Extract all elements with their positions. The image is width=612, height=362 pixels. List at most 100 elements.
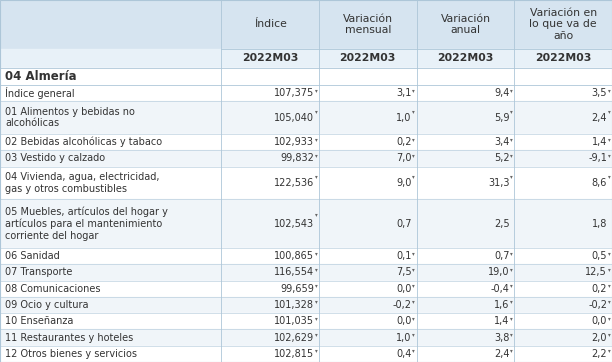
Text: ▾: ▾	[608, 109, 610, 114]
Text: 122,536: 122,536	[274, 178, 314, 188]
Bar	[0, 0, 612, 49]
Bar	[0, 68, 612, 85]
Text: 101,328: 101,328	[274, 300, 314, 310]
Text: 99,832: 99,832	[280, 153, 314, 163]
Text: 0,0: 0,0	[397, 284, 412, 294]
Text: ▾: ▾	[315, 109, 318, 114]
Text: ▾: ▾	[412, 299, 415, 304]
Text: 0,0: 0,0	[397, 316, 412, 326]
Text: 1,8: 1,8	[592, 219, 607, 228]
Text: 2,4: 2,4	[592, 113, 607, 123]
Text: ▾: ▾	[412, 136, 415, 142]
Text: 12 Otros bienes y servicios: 12 Otros bienes y servicios	[5, 349, 137, 359]
Text: -9,1: -9,1	[588, 153, 607, 163]
Text: 9,0: 9,0	[397, 178, 412, 188]
Text: Índice general: Índice general	[5, 87, 75, 99]
Text: ▾: ▾	[412, 109, 415, 114]
Text: 101,035: 101,035	[274, 316, 314, 326]
Text: ▾: ▾	[608, 251, 610, 256]
Text: 10 Enseñanza: 10 Enseñanza	[5, 316, 73, 326]
Bar	[0, 150, 612, 167]
Text: 100,865: 100,865	[274, 251, 314, 261]
Text: ▾: ▾	[412, 348, 415, 353]
Text: ▾: ▾	[608, 283, 610, 288]
Text: 105,040: 105,040	[274, 113, 314, 123]
Text: 2,4: 2,4	[494, 349, 509, 359]
Text: Índice: Índice	[253, 20, 286, 29]
Text: ▾: ▾	[315, 88, 318, 93]
Text: Variación
mensual: Variación mensual	[343, 14, 393, 35]
Text: 8,6: 8,6	[592, 178, 607, 188]
Text: ▾: ▾	[608, 316, 610, 321]
Text: 09 Ocio y cultura: 09 Ocio y cultura	[5, 300, 88, 310]
Text: ▾: ▾	[315, 283, 318, 288]
Text: ▾: ▾	[510, 348, 513, 353]
Text: 1,0: 1,0	[397, 113, 412, 123]
Bar	[0, 346, 612, 362]
Text: 1,4: 1,4	[494, 316, 509, 326]
Bar	[0, 101, 612, 134]
Text: 04 Almería: 04 Almería	[5, 70, 76, 83]
Text: 3,1: 3,1	[397, 88, 412, 98]
Text: ▾: ▾	[412, 251, 415, 256]
Text: 2,0: 2,0	[592, 333, 607, 342]
Text: 0,2: 0,2	[592, 284, 607, 294]
Text: 3,8: 3,8	[494, 333, 509, 342]
Text: ▾: ▾	[412, 316, 415, 321]
Text: 0,1: 0,1	[397, 251, 412, 261]
Text: 3,4: 3,4	[494, 137, 509, 147]
Text: 02 Bebidas alcohólicas y tabaco: 02 Bebidas alcohólicas y tabaco	[5, 137, 162, 147]
Text: 0,0: 0,0	[592, 316, 607, 326]
Text: 08 Comunicaciones: 08 Comunicaciones	[5, 284, 100, 294]
Text: 102,933: 102,933	[274, 137, 314, 147]
Text: ▾: ▾	[608, 299, 610, 304]
Text: 1,0: 1,0	[397, 333, 412, 342]
Text: 0,7: 0,7	[494, 251, 509, 261]
Bar	[0, 281, 612, 297]
Text: 01 Alimentos y bebidas no
alcohólicas: 01 Alimentos y bebidas no alcohólicas	[5, 107, 135, 129]
Text: ▾: ▾	[315, 299, 318, 304]
Text: ▾: ▾	[315, 136, 318, 142]
Text: 0,4: 0,4	[397, 349, 412, 359]
Text: 5,9: 5,9	[494, 113, 509, 123]
Bar	[0, 167, 612, 199]
Text: ▾: ▾	[412, 332, 415, 337]
Text: 102,543: 102,543	[274, 219, 314, 228]
Text: 05 Muebles, artículos del hogar y
artículos para el mantenimiento
corriente del : 05 Muebles, artículos del hogar y artícu…	[5, 206, 168, 241]
Text: 04 Vivienda, agua, electricidad,
gas y otros combustibles: 04 Vivienda, agua, electricidad, gas y o…	[5, 172, 159, 194]
Text: 11 Restaurantes y hoteles: 11 Restaurantes y hoteles	[5, 333, 133, 342]
Text: ▾: ▾	[510, 136, 513, 142]
Text: ▾: ▾	[510, 332, 513, 337]
Text: ▾: ▾	[510, 316, 513, 321]
Text: ▾: ▾	[608, 267, 610, 272]
Text: 2022M03: 2022M03	[340, 53, 396, 63]
Text: ▾: ▾	[510, 267, 513, 272]
Text: ▾: ▾	[510, 153, 513, 158]
Text: 7,5: 7,5	[396, 268, 412, 277]
Text: ▾: ▾	[412, 174, 415, 180]
Text: ▾: ▾	[315, 174, 318, 180]
Text: Variación en
lo que va de
año: Variación en lo que va de año	[529, 8, 597, 41]
Text: 0,5: 0,5	[592, 251, 607, 261]
Bar	[0, 134, 612, 150]
Text: 1,6: 1,6	[494, 300, 509, 310]
Text: ▾: ▾	[315, 212, 318, 217]
Text: 0,2: 0,2	[396, 137, 412, 147]
Text: 06 Sanidad: 06 Sanidad	[5, 251, 59, 261]
Bar	[0, 49, 612, 68]
Text: ▾: ▾	[510, 88, 513, 93]
Text: ▾: ▾	[608, 88, 610, 93]
Text: 2022M03: 2022M03	[242, 53, 298, 63]
Text: 107,375: 107,375	[274, 88, 314, 98]
Text: ▾: ▾	[412, 283, 415, 288]
Text: 2,2: 2,2	[591, 349, 607, 359]
Bar	[0, 329, 612, 346]
Bar	[0, 85, 612, 101]
Text: 102,629: 102,629	[274, 333, 314, 342]
Text: 19,0: 19,0	[488, 268, 509, 277]
Bar	[0, 199, 612, 248]
Text: Variación
anual: Variación anual	[441, 14, 490, 35]
Text: 1,4: 1,4	[592, 137, 607, 147]
Text: ▾: ▾	[608, 174, 610, 180]
Text: 0,7: 0,7	[396, 219, 412, 228]
